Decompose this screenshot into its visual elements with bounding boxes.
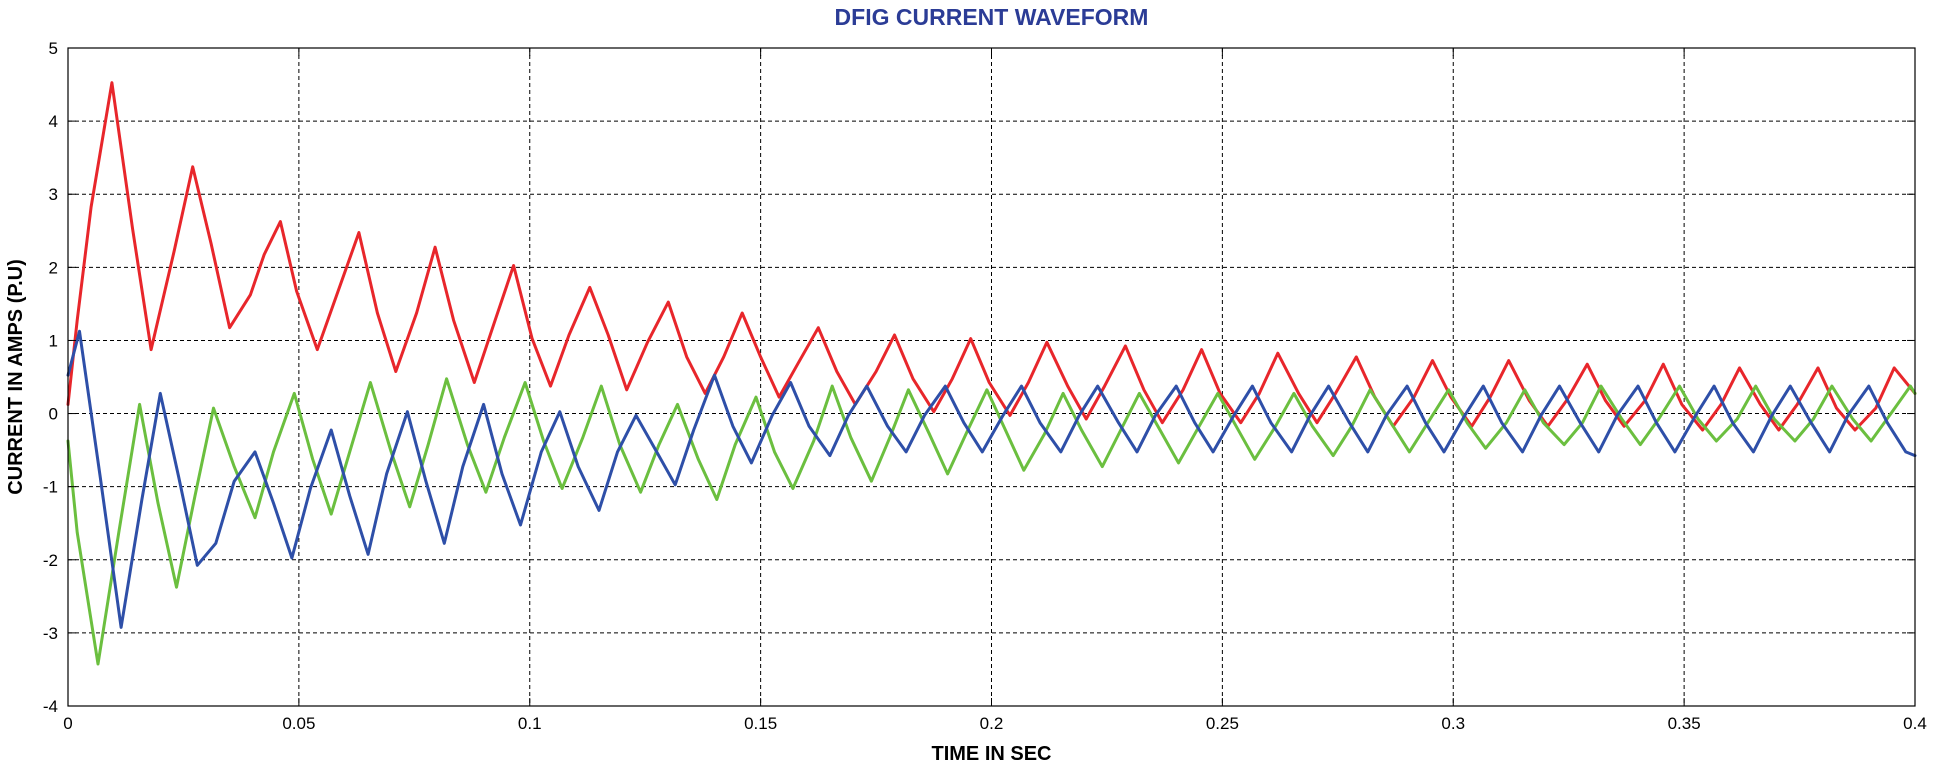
series-layer: [66, 81, 1917, 666]
x-tick-label: 0.4: [1903, 714, 1927, 733]
x-tick-label: 0.05: [282, 714, 315, 733]
x-tick-label: 0: [63, 714, 72, 733]
y-tick-label: 4: [49, 112, 58, 131]
y-tick-label: 3: [49, 185, 58, 204]
y-tick-label: -2: [43, 551, 58, 570]
chart-title: DFIG CURRENT WAVEFORM: [835, 4, 1149, 30]
x-tick-label: 0.35: [1668, 714, 1701, 733]
y-axis-label: CURRENT IN AMPS (P.U): [5, 259, 27, 495]
tick-layer: 0 0.05 0.1 0.15 0.2 0.25 0.3 0.35 0.4 5 4 3 2 1 0 -1 -2 -…: [43, 39, 1927, 733]
y-tick-label: 2: [49, 258, 58, 277]
x-tick-label: 0.25: [1206, 714, 1239, 733]
x-tick-label: 0.1: [518, 714, 542, 733]
y-tick-label: 1: [49, 331, 58, 350]
x-tick-label: 0.3: [1441, 714, 1465, 733]
y-tick-label: -1: [43, 478, 58, 497]
y-tick-label: 0: [49, 405, 58, 424]
x-axis-label: TIME IN SEC: [931, 743, 1051, 765]
x-tick-label: 0.2: [980, 714, 1004, 733]
y-tick-label: -3: [43, 624, 58, 643]
y-tick-label: 5: [49, 39, 58, 58]
y-tick-label: -4: [43, 697, 58, 716]
label-layer: DFIG CURRENT WAVEFORM TIME IN SEC CURREN…: [5, 4, 1148, 765]
series-line-phase-a: [66, 81, 1917, 432]
grid-layer: [68, 48, 1915, 706]
series-line-phase-c: [66, 329, 1917, 629]
x-tick-label: 0.15: [744, 714, 777, 733]
